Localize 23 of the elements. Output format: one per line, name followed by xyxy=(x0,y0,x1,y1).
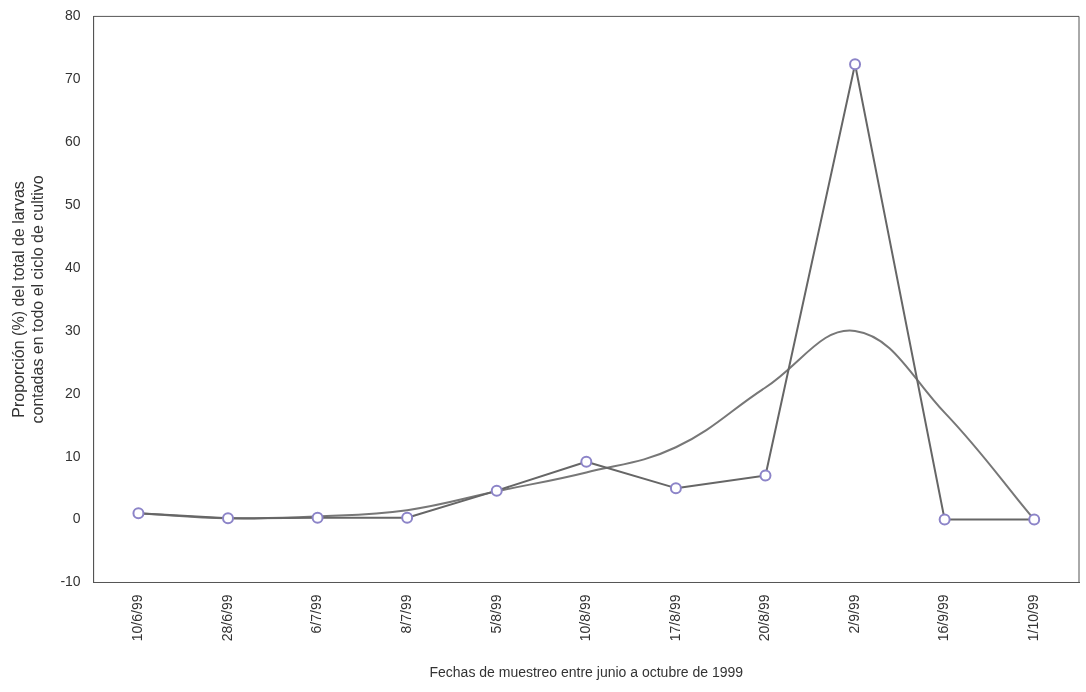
y-tick-label: 0 xyxy=(72,510,81,527)
x-tick-label: 28/6/99 xyxy=(218,594,235,642)
y-tick-label: 30 xyxy=(65,321,81,338)
x-tick-label: 16/9/99 xyxy=(935,594,952,642)
x-axis-title: Fechas de muestreo entre junio a octubre de 1999 xyxy=(429,664,744,681)
y-tick-label: 40 xyxy=(65,258,81,275)
y-tick-label: 20 xyxy=(65,384,81,401)
y-tick-label: 50 xyxy=(65,195,81,212)
y-tick-label: 10 xyxy=(65,447,81,464)
y-tick-label: 60 xyxy=(65,133,81,150)
x-tick-label: 8/7/99 xyxy=(398,594,415,634)
x-tick-label: 10/8/99 xyxy=(577,594,594,642)
x-tick-label: 10/6/99 xyxy=(129,594,146,642)
x-tick-label: 5/8/99 xyxy=(487,594,504,634)
x-tick-label: 6/7/99 xyxy=(308,594,325,634)
x-tick-label: 1/10/99 xyxy=(1025,594,1042,642)
y-tick-label: -10 xyxy=(60,573,81,590)
y-axis-title: Proporción (%) del total de larvas contadas en todo el ciclo de cultivo xyxy=(10,175,47,424)
y-tick-label: 70 xyxy=(65,70,81,87)
x-tick-label: 2/9/99 xyxy=(845,594,862,634)
x-tick-label: 17/8/99 xyxy=(666,594,683,642)
x-tick-label: 20/8/99 xyxy=(756,594,773,642)
y-tick-label: 80 xyxy=(65,7,81,24)
